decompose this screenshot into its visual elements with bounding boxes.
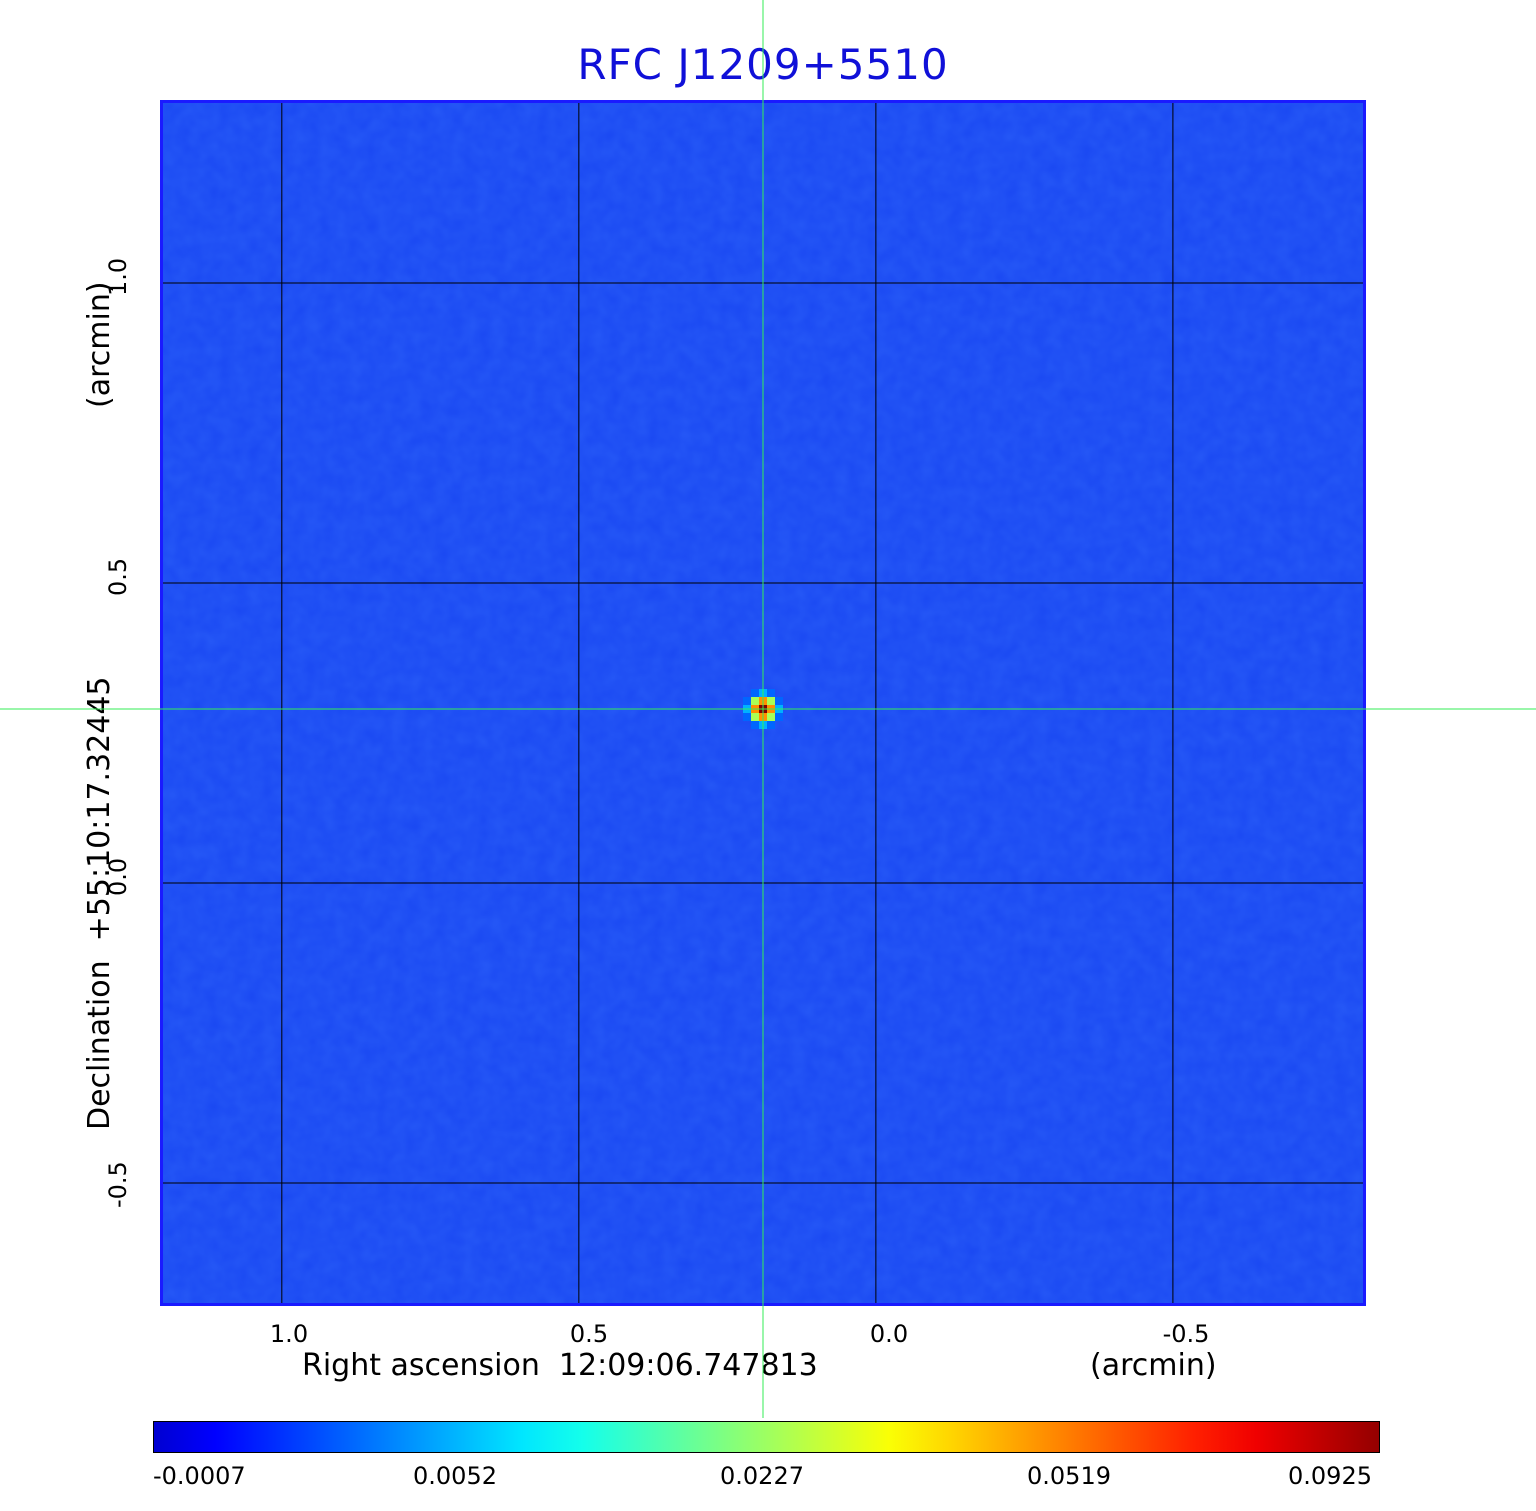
source-pixel (743, 713, 751, 721)
source-pixel (759, 713, 767, 721)
y-tick-label: -0.5 (104, 1161, 132, 1208)
source-pixel (767, 697, 775, 705)
colorbar-label: 0.0519 (1027, 1462, 1111, 1490)
source-pixel (775, 697, 783, 705)
source-pixel (759, 689, 767, 697)
source-pixel (751, 713, 759, 721)
colorbar-label: 0.0227 (720, 1462, 804, 1490)
source-pixel (751, 697, 759, 705)
x-tick-label: -0.5 (1162, 1320, 1210, 1348)
x-tick-label: 0.5 (569, 1320, 609, 1348)
source-pixel (767, 721, 775, 729)
x-axis-unit: (arcmin) (1090, 1348, 1217, 1383)
source-pixel (743, 705, 751, 713)
source-pixel (759, 705, 767, 713)
colorbar-label: 0.0925 (1288, 1462, 1372, 1490)
x-tick-label: 0.0 (869, 1320, 909, 1348)
source-pixel (751, 721, 759, 729)
colorbar-label: -0.0007 (153, 1462, 246, 1490)
y-axis-unit: (arcmin) (82, 281, 117, 408)
x-tick-label: 1.0 (269, 1320, 309, 1348)
colorbar (153, 1421, 1380, 1453)
source-pixel (751, 705, 759, 713)
source-pixel (775, 713, 783, 721)
y-tick-label: 0.5 (104, 557, 132, 596)
source-pixel (767, 689, 775, 697)
image-map[interactable] (160, 100, 1366, 1306)
y-axis-label: Declination +55:10:17.32445 (82, 676, 117, 1130)
chart-title: RFC J1209+5510 (577, 40, 949, 89)
source-pixel (759, 721, 767, 729)
heatmap-canvas (163, 103, 1363, 1303)
source-pixel (743, 697, 751, 705)
source-pixel (759, 697, 767, 705)
x-axis-label: Right ascension 12:09:06.747813 (302, 1348, 818, 1383)
colorbar-label: 0.0052 (413, 1462, 497, 1490)
source-pixel (751, 689, 759, 697)
source-pixel (767, 713, 775, 721)
source-pixel (767, 705, 775, 713)
source-pixel (775, 705, 783, 713)
